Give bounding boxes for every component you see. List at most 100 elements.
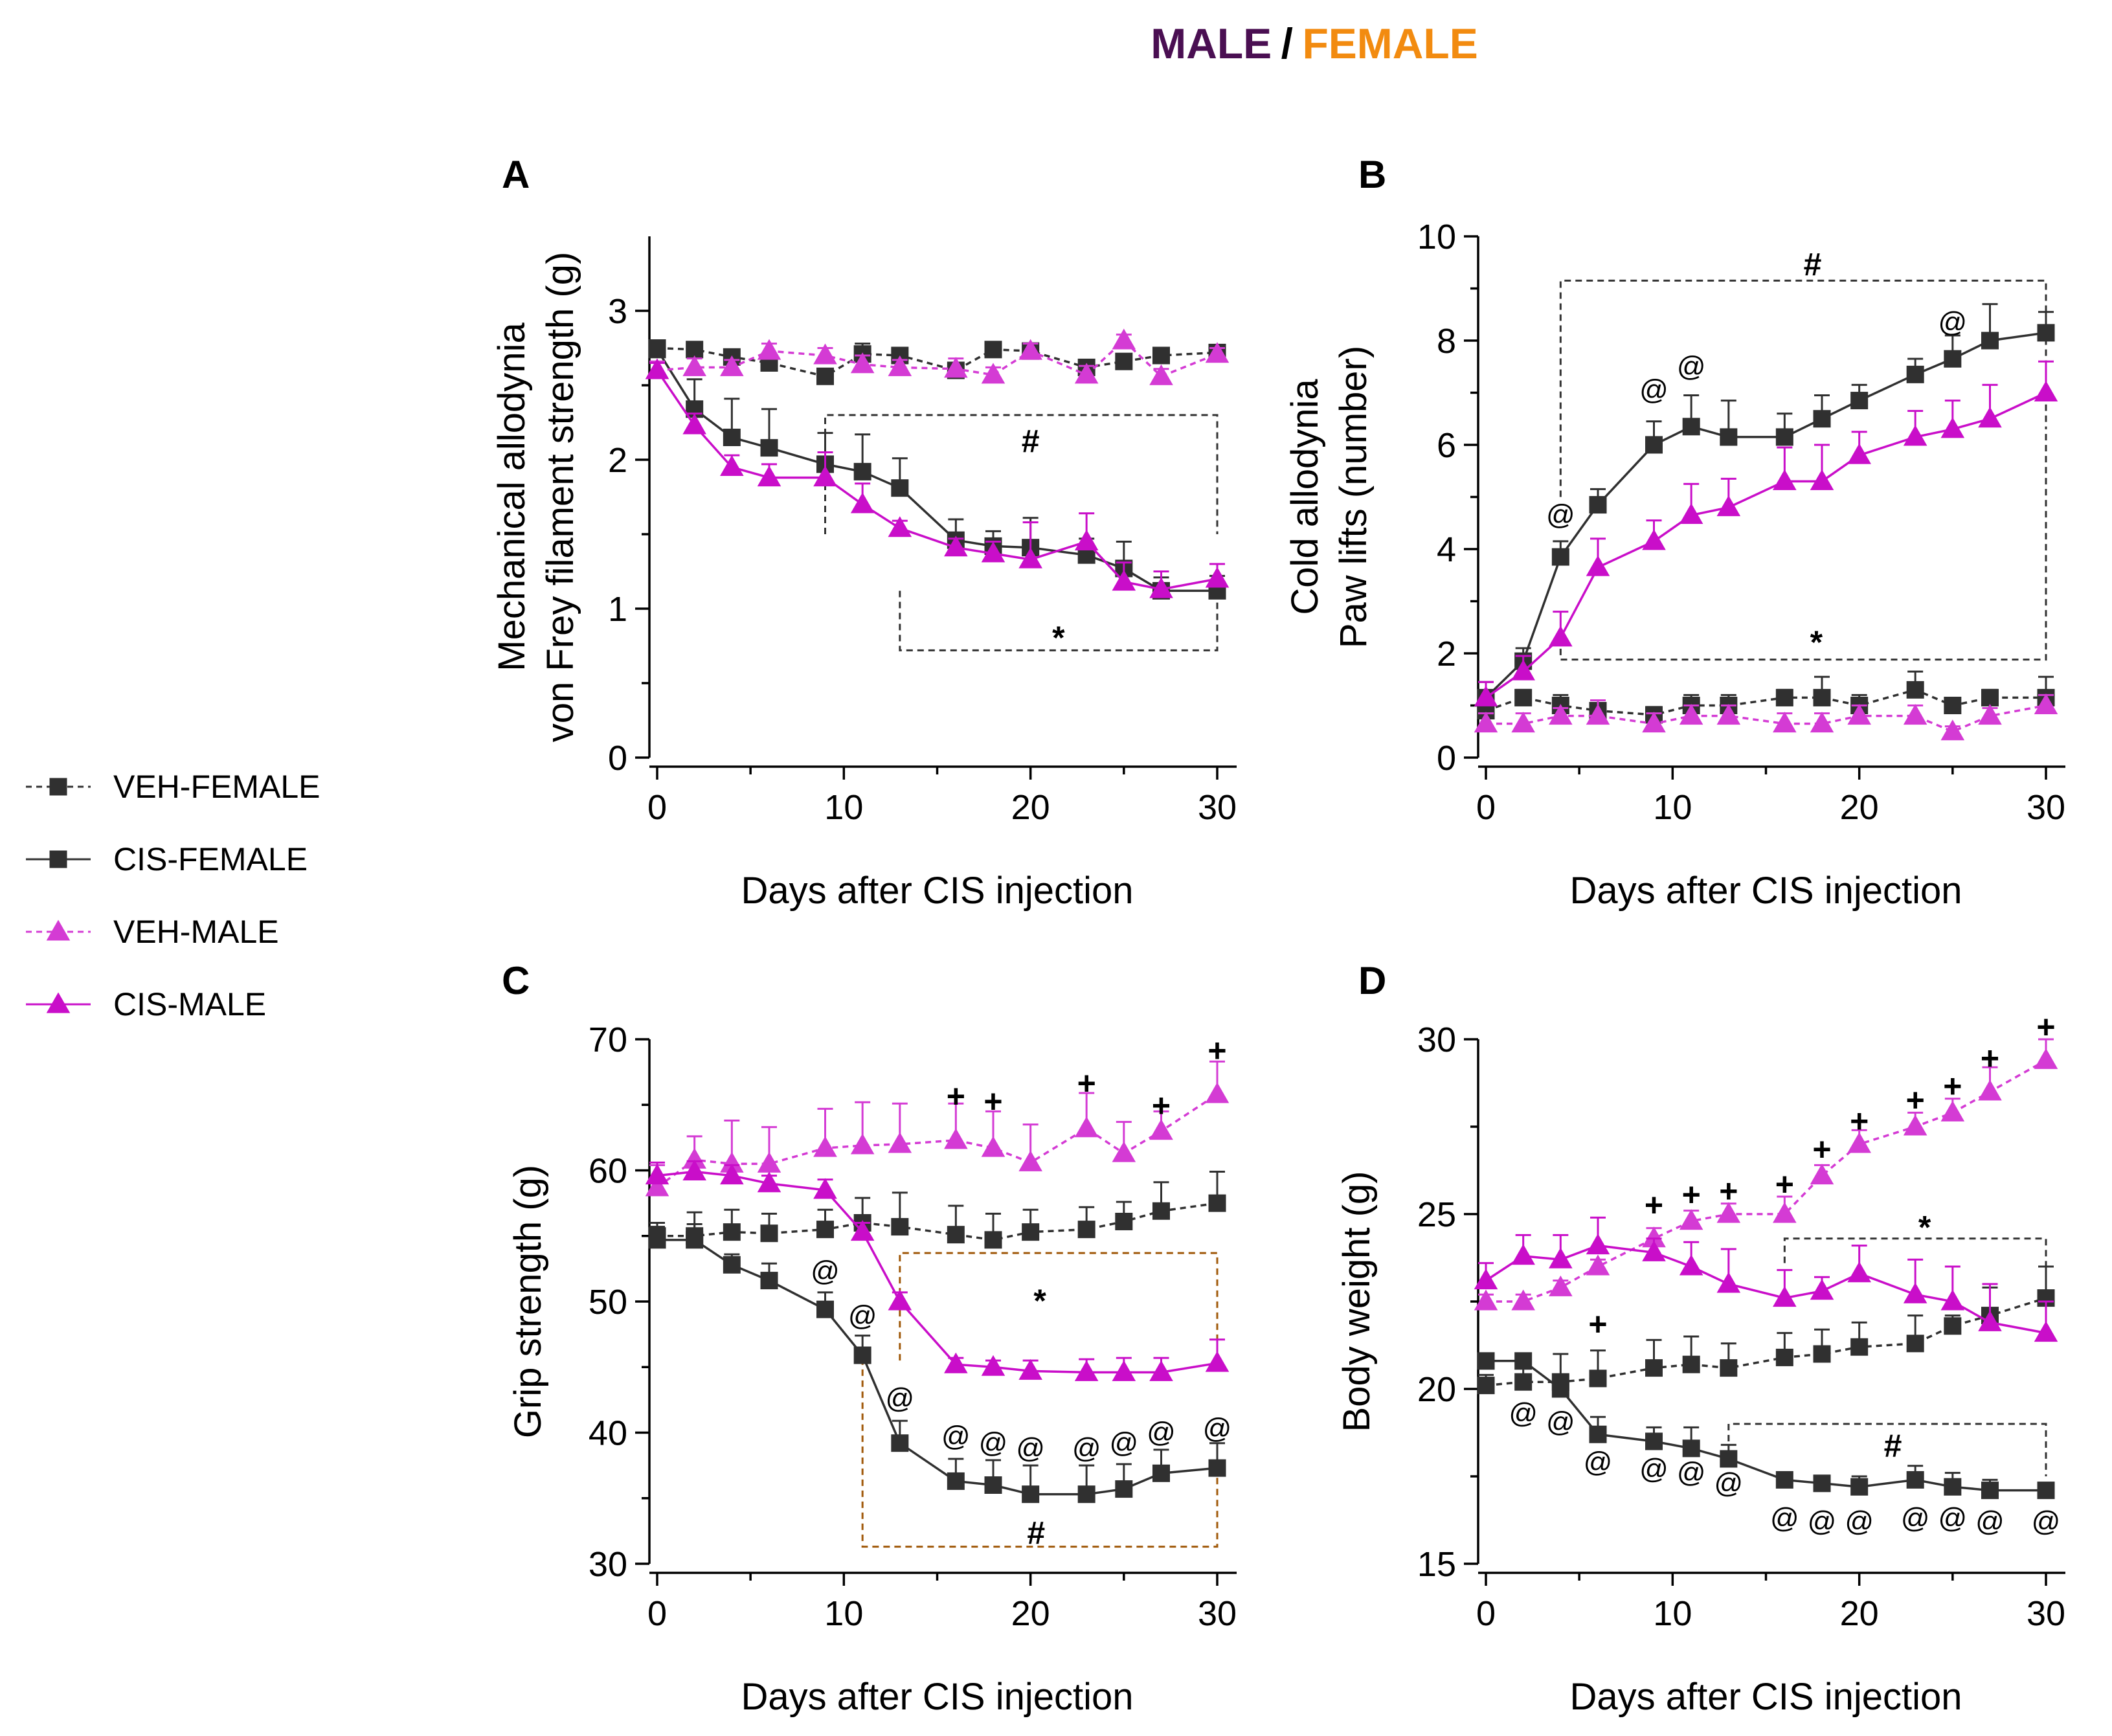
significance-bracket: [899, 1252, 1219, 1361]
x-tick-label: 30: [1198, 1594, 1237, 1633]
data-point: [1511, 659, 1535, 681]
significance-label: *: [1810, 624, 1823, 660]
data-point: [944, 357, 968, 378]
x-tick-label: 0: [647, 788, 667, 827]
data-point: [1074, 1116, 1099, 1138]
plus-annotation: +: [1719, 1173, 1738, 1210]
at-annotation: @: [1677, 1457, 1706, 1489]
y-tick-label: 0: [608, 739, 627, 778]
data-point: [1511, 1244, 1535, 1265]
data-point: [1775, 688, 1793, 706]
at-annotation: @: [1938, 306, 1967, 338]
at-annotation: @: [848, 1300, 877, 1331]
title-female: FEMALE: [1302, 19, 1477, 67]
x-axis-title: Days after CIS injection: [1569, 870, 1962, 912]
x-tick-label: 10: [1653, 788, 1692, 827]
legend-item-cis_male: CIS-MALE: [26, 986, 266, 1022]
legend-swatch-marker: [49, 850, 67, 868]
data-point: [1716, 704, 1741, 725]
data-point: [757, 1171, 781, 1193]
series-cis_male: [1474, 360, 2058, 706]
y-tick-label: 1: [608, 590, 627, 629]
panel-letter-C: C: [502, 959, 530, 1002]
data-point: [1549, 704, 1573, 725]
data-point: [1850, 392, 1869, 410]
data-point: [888, 355, 912, 376]
panel-B: B 0 10 20 30 0 2 4 6 8 10 Days after CIS injection C…: [1284, 153, 2065, 912]
data-point: [645, 1175, 669, 1197]
at-annotation: @: [1639, 1453, 1668, 1485]
data-point: [1903, 704, 1927, 725]
at-annotation: @: [2032, 1505, 2061, 1537]
y-tick-label: 10: [1417, 218, 1456, 256]
series-line: [1486, 704, 2047, 733]
data-point: [1551, 548, 1569, 566]
data-point: [2034, 693, 2058, 714]
data-point: [1112, 570, 1136, 591]
y-tick-label: 30: [589, 1545, 627, 1584]
x-tick-label: 30: [1198, 788, 1237, 827]
x-axis-title: Days after CIS injection: [1569, 1676, 1962, 1718]
data-point: [1112, 1141, 1136, 1162]
data-point: [984, 341, 1002, 359]
data-point: [1115, 1212, 1133, 1230]
data-point: [723, 429, 741, 446]
data-point: [686, 1231, 704, 1249]
panel-letter-B: B: [1358, 153, 1386, 196]
series-cis_male: [645, 358, 1230, 598]
data-point: [813, 1136, 837, 1157]
at-annotation: @: [1938, 1502, 1967, 1534]
data-point: [1474, 1268, 1498, 1290]
panel-D: D 0 10 20 30 15 20 25 30 Days after CIS injection…: [1336, 959, 2065, 1718]
y-tick-label: 2: [1437, 635, 1456, 673]
data-point: [891, 479, 909, 497]
data-point: [1940, 1289, 1965, 1311]
data-point: [1775, 1471, 1793, 1489]
data-point: [760, 439, 778, 457]
data-point: [981, 1136, 1005, 1157]
y-tick-label: 15: [1417, 1545, 1456, 1584]
plus-annotation: +: [1645, 1187, 1663, 1223]
y-axis-title: Grip strength (g): [507, 1165, 549, 1438]
data-point: [1589, 496, 1607, 514]
data-point: [1074, 529, 1099, 550]
data-point: [1944, 697, 1962, 714]
data-point: [1679, 503, 1703, 524]
data-point: [1906, 1471, 1924, 1489]
significance-bracket: [1559, 279, 2047, 497]
data-point: [1152, 1202, 1170, 1220]
at-annotation: @: [1677, 350, 1706, 382]
data-point: [1850, 1478, 1869, 1496]
significance-bracket: [861, 1347, 1219, 1548]
plus-annotation: +: [1906, 1082, 1925, 1118]
data-point: [1645, 1359, 1663, 1377]
y-tick-label: 8: [1437, 322, 1456, 361]
at-annotation: @: [1770, 1502, 1799, 1534]
data-point: [1149, 1360, 1173, 1381]
significance-bracket: [1727, 1423, 2047, 1476]
x-tick-label: 20: [1011, 1594, 1050, 1633]
y-tick-label: 2: [608, 441, 627, 480]
plus-annotation: +: [983, 1083, 1002, 1120]
data-point: [1903, 425, 1927, 446]
title-separator: /: [1281, 19, 1293, 67]
data-point: [1112, 328, 1136, 350]
data-point: [1810, 712, 1834, 733]
data-point: [1152, 346, 1170, 365]
data-point: [1903, 1282, 1927, 1303]
data-point: [947, 1226, 965, 1244]
data-point: [720, 355, 744, 376]
data-point: [1773, 1202, 1797, 1223]
data-point: [1978, 1079, 2002, 1101]
legend-label: VEH-MALE: [113, 914, 279, 950]
figure-title: MALE / FEMALE: [1151, 19, 1478, 67]
data-point: [1720, 1450, 1738, 1468]
data-point: [2034, 1321, 2058, 1342]
panel-A: A 0 10 20 30 0 1 2 3 Days after CIS injection Mech…: [491, 153, 1237, 912]
data-point: [1940, 719, 1965, 741]
data-point: [1514, 1352, 1533, 1370]
data-point: [1847, 704, 1871, 725]
y-axis-title: Body weight (g): [1336, 1171, 1378, 1432]
data-point: [1978, 407, 2002, 428]
